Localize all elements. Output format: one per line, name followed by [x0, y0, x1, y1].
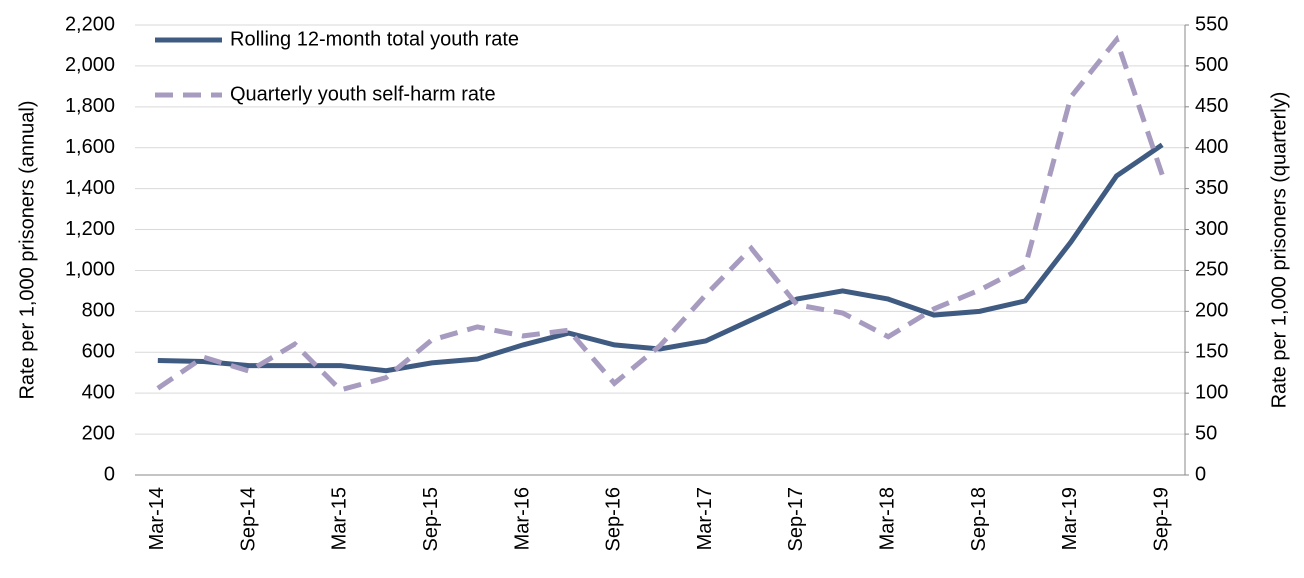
- y-tick-label: 1,400: [65, 177, 115, 199]
- y-tick-label: 200: [82, 422, 115, 444]
- x-tick-label: Mar-18: [877, 487, 899, 550]
- y2-tick-label: 300: [1195, 218, 1228, 240]
- x-tick-label: Sep-16: [603, 487, 625, 552]
- y2-tick-label: 0: [1195, 463, 1206, 485]
- legend-label: Rolling 12-month total youth rate: [230, 28, 519, 50]
- y-tick-label: 600: [82, 341, 115, 363]
- x-tick-label: Sep-18: [968, 487, 990, 552]
- y-tick-label: 0: [104, 463, 115, 485]
- y2-tick-label: 400: [1195, 136, 1228, 158]
- x-tick-label: Mar-19: [1059, 487, 1081, 550]
- y-tick-label: 400: [82, 381, 115, 403]
- y2-tick-label: 150: [1195, 341, 1228, 363]
- x-tick-label: Sep-14: [237, 487, 259, 552]
- y2-tick-label: 500: [1195, 54, 1228, 76]
- series-line: [157, 142, 1164, 374]
- y2-tick-label: 350: [1195, 177, 1228, 199]
- y-tick-label: 1,600: [65, 136, 115, 158]
- y-tick-label: 2,200: [65, 13, 115, 35]
- y2-tick-label: 50: [1195, 422, 1217, 444]
- x-tick-label: Mar-17: [694, 487, 716, 550]
- y-tick-label: 1,000: [65, 259, 115, 281]
- y2-tick-label: 100: [1195, 381, 1228, 403]
- legend-label: Quarterly youth self-harm rate: [230, 83, 496, 105]
- x-tick-label: Mar-14: [146, 487, 168, 550]
- y2-tick-label: 550: [1195, 13, 1228, 35]
- x-tick-label: Mar-16: [511, 487, 533, 550]
- series-line: [156, 34, 1165, 393]
- y-tick-label: 1,800: [65, 95, 115, 117]
- y2-axis-title: Rate per 1,000 prisoners (quarterly): [1268, 92, 1290, 409]
- x-tick-label: Sep-15: [420, 487, 442, 552]
- y2-tick-label: 450: [1195, 95, 1228, 117]
- y-axis-title: Rate per 1,000 prisoners (annual): [16, 100, 38, 399]
- y2-tick-label: 200: [1195, 300, 1228, 322]
- y-tick-label: 800: [82, 300, 115, 322]
- y2-tick-label: 250: [1195, 259, 1228, 281]
- y-tick-label: 2,000: [65, 54, 115, 76]
- x-tick-label: Sep-17: [785, 487, 807, 552]
- x-tick-label: Mar-15: [329, 487, 351, 550]
- y-tick-label: 1,200: [65, 218, 115, 240]
- x-tick-label: Sep-19: [1150, 487, 1172, 552]
